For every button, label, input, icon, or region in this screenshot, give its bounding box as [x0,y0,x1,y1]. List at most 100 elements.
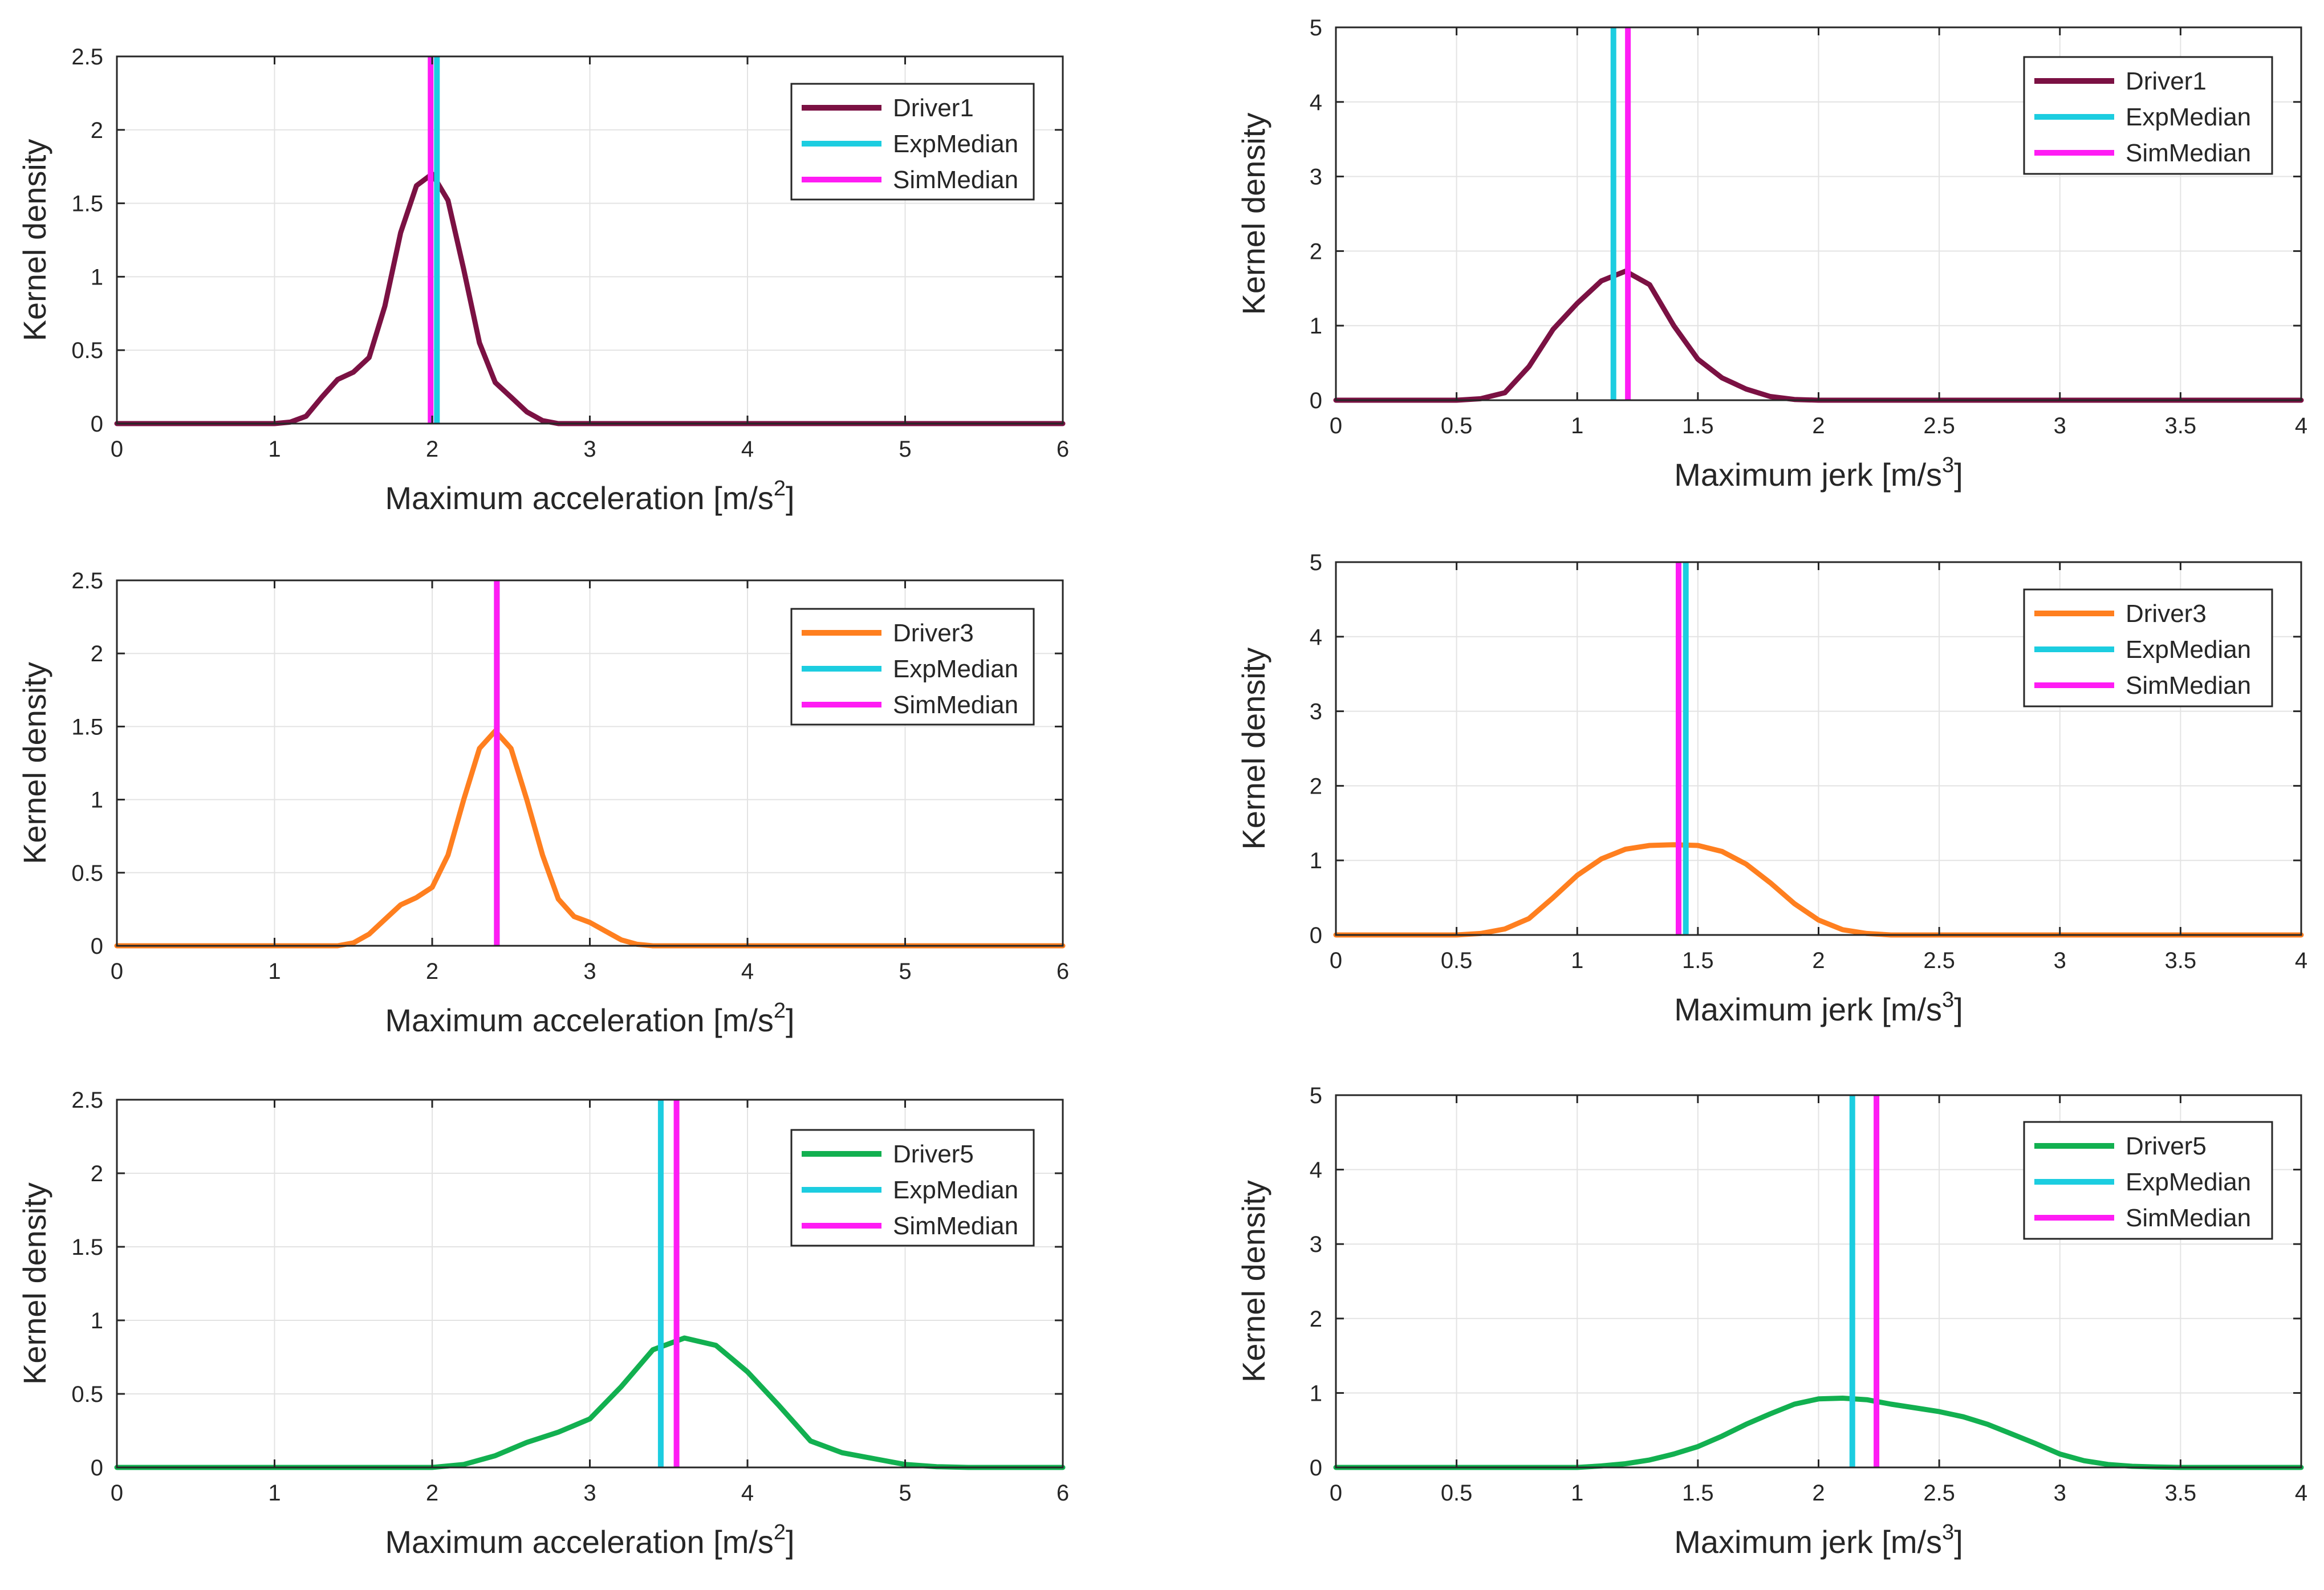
x-tick-label: 1 [1571,413,1583,438]
x-tick-label: 0.5 [1441,1481,1473,1506]
x-tick-label: 3.5 [2165,413,2197,438]
x-axis-label-text: Maximum acceleration [m/s [385,1524,774,1560]
y-tick-label: 3 [1310,700,1322,725]
y-tick-label: 1 [1310,314,1322,339]
x-tick-label: 4 [741,1481,754,1506]
chart-panel-4: 0 0.5 1 1.5 2 2.5 3 3.5 4 0 1 2 3 4 5 Maximum jerk [m/s… [1236,550,2307,1027]
x-tick-label: 0 [111,437,123,462]
x-tick-label: 0 [111,959,123,984]
x-tick-label: 2 [1812,1481,1825,1506]
y-tick-label: 2 [1310,1307,1322,1332]
chart-panel-3: 0 1 2 3 4 5 6 0 0.5 1 1.5 2 2.5 Maximum acceleration … [17,568,1069,1038]
x-tick-label: 2.5 [1923,948,1955,973]
x-tick-label: 1 [268,1481,281,1506]
y-tick-label: 5 [1310,15,1322,40]
x-axis-label: Maximum jerk [m/s3] [1674,1520,1963,1560]
legend-entry-expmedian-label: ExpMedian [2126,1168,2251,1196]
legend-entry-driver-label: Driver5 [2126,1132,2207,1160]
y-tick-label: 0 [91,1455,103,1481]
chart-panel-1: 0 1 2 3 4 5 6 0 0.5 1 1.5 2 2.5 Maximum acceleration … [17,44,1069,516]
legend-entry-driver-label: Driver3 [893,619,974,647]
x-tick-label: 2.5 [1923,1481,1955,1506]
y-tick-label: 0 [1310,923,1322,948]
x-tick-label: 3 [583,1481,596,1506]
legend-entry-driver-label: Driver5 [893,1140,974,1168]
chart-panel-6: 0 0.5 1 1.5 2 2.5 3 3.5 4 0 1 2 3 4 5 Maximum jerk [m/s… [1236,1083,2307,1560]
density-curve [114,171,1066,426]
x-axis-label-text: Maximum jerk [m/s [1674,457,1942,493]
x-axis-label: Maximum acceleration [m/s2] [385,999,794,1038]
legend: Driver1 ExpMedian SimMedian [790,83,1035,201]
y-tick-label: 1 [1310,848,1322,873]
y-tick-label: 1 [1310,1381,1322,1406]
legend-entry-expmedian-label: ExpMedian [893,655,1018,683]
x-tick-label: 0 [1330,413,1342,438]
y-tick-label: 2 [91,118,103,143]
y-tick-label: 1 [91,265,103,290]
legend-entry-expmedian-label: ExpMedian [893,1176,1018,1204]
legend-entry-simmedian-label: SimMedian [893,166,1018,194]
x-tick-label: 3 [2054,1481,2066,1506]
y-axis-label: Kernel density [1236,648,1271,850]
legend-entry-simmedian-label: SimMedian [893,691,1018,719]
x-tick-label: 1.5 [1682,413,1714,438]
legend-entry-simmedian-label: SimMedian [893,1212,1018,1240]
x-axis-label-end: ] [786,1524,795,1560]
y-tick-label: 4 [1310,625,1322,650]
legend-entry-simmedian-label: SimMedian [2126,1204,2251,1232]
density-curve [1333,269,2304,403]
x-tick-label: 0.5 [1441,413,1473,438]
y-axis-label: Kernel density [17,1182,52,1385]
x-tick-label: 3.5 [2165,1481,2197,1506]
y-tick-label: 2.5 [71,44,103,70]
y-tick-label: 4 [1310,90,1322,115]
density-curve [114,1335,1066,1470]
x-tick-label: 6 [1057,437,1069,462]
y-tick-label: 2 [91,641,103,666]
x-axis-label-end: ] [1954,457,1963,493]
legend-entry-simmedian-label: SimMedian [2126,139,2251,167]
y-tick-label: 1.5 [71,1235,103,1260]
y-tick-label: 0 [91,934,103,959]
y-tick-label: 3 [1310,165,1322,190]
y-tick-label: 0.5 [71,338,103,363]
x-tick-label: 0.5 [1441,948,1473,973]
x-tick-label: 5 [899,1481,911,1506]
x-axis-label: Maximum acceleration [m/s2] [385,1520,794,1560]
x-tick-label: 1 [1571,1481,1583,1506]
x-axis-label-text: Maximum jerk [m/s [1674,1524,1942,1560]
y-tick-label: 2 [91,1161,103,1186]
x-tick-label: 4 [2295,413,2307,438]
y-tick-label: 0.5 [71,1382,103,1407]
x-axis-label-exponent: 2 [774,477,786,501]
x-tick-label: 2.5 [1923,413,1955,438]
x-tick-label: 3 [2054,413,2066,438]
x-tick-label: 1 [268,437,281,462]
x-tick-label: 6 [1057,959,1069,984]
x-tick-label: 3 [583,959,596,984]
density-curve [1333,842,2304,938]
y-tick-label: 2.5 [71,1088,103,1113]
legend: Driver3 ExpMedian SimMedian [2023,588,2273,707]
y-tick-label: 1.5 [71,714,103,739]
x-tick-label: 5 [899,437,911,462]
y-axis-label: Kernel density [17,662,52,864]
x-tick-label: 4 [2295,948,2307,973]
y-tick-label: 5 [1310,1083,1322,1108]
x-tick-label: 2 [1812,413,1825,438]
chart-panel-5: 0 1 2 3 4 5 6 0 0.5 1 1.5 2 2.5 Maximum acceleration … [17,1088,1069,1560]
x-tick-label: 3 [2054,948,2066,973]
legend-entry-driver-label: Driver3 [2126,600,2207,628]
x-axis-label: Maximum jerk [m/s3] [1674,453,1963,493]
y-tick-label: 2 [1310,239,1322,264]
x-tick-label: 4 [741,437,754,462]
legend: Driver5 ExpMedian SimMedian [2023,1121,2273,1240]
y-tick-label: 1 [91,788,103,813]
x-tick-label: 2 [1812,948,1825,973]
y-axis-label: Kernel density [1236,1180,1271,1382]
x-tick-label: 1.5 [1682,948,1714,973]
y-tick-label: 1.5 [71,192,103,217]
x-tick-label: 2 [426,959,438,984]
x-axis-label-end: ] [786,1002,795,1038]
y-tick-label: 0 [91,412,103,437]
